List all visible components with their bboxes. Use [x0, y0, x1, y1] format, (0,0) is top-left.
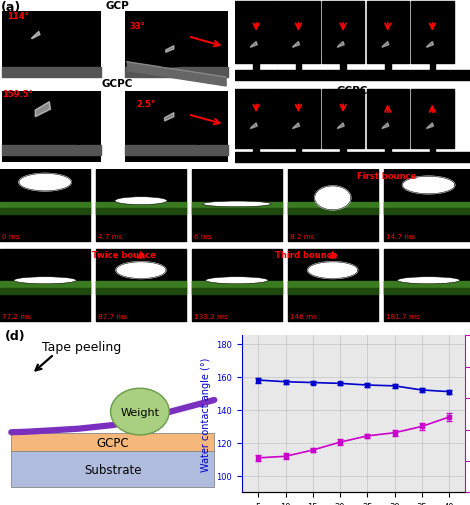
Polygon shape: [373, 38, 403, 60]
FancyBboxPatch shape: [125, 12, 228, 76]
Text: 4.7 ms: 4.7 ms: [98, 234, 123, 240]
Polygon shape: [241, 119, 272, 141]
Text: 14.7 ms: 14.7 ms: [386, 234, 415, 240]
Polygon shape: [11, 95, 78, 145]
Y-axis label: Water contact angle (°): Water contact angle (°): [201, 357, 211, 471]
Polygon shape: [402, 177, 455, 194]
Polygon shape: [328, 119, 359, 141]
Text: 87.7 ms: 87.7 ms: [98, 314, 127, 320]
Polygon shape: [373, 119, 403, 141]
Text: 0 ms: 0 ms: [2, 234, 20, 240]
Polygon shape: [164, 113, 174, 122]
Ellipse shape: [206, 277, 268, 284]
Polygon shape: [241, 38, 272, 60]
Text: 133.2 ms: 133.2 ms: [194, 314, 228, 320]
Polygon shape: [283, 38, 314, 60]
Text: 114°: 114°: [7, 12, 29, 21]
Text: GCPC: GCPC: [96, 436, 129, 449]
FancyBboxPatch shape: [11, 451, 214, 487]
Polygon shape: [328, 38, 359, 60]
Text: Twice bounce: Twice bounce: [92, 250, 156, 260]
Text: GCP: GCP: [341, 1, 364, 11]
Text: Weight: Weight: [120, 407, 159, 417]
Text: Substrate: Substrate: [84, 464, 141, 477]
Text: GCPC: GCPC: [337, 85, 368, 95]
Text: 159.5°: 159.5°: [2, 90, 33, 99]
FancyBboxPatch shape: [2, 12, 101, 76]
Polygon shape: [250, 42, 258, 48]
Polygon shape: [148, 40, 195, 68]
Text: (b): (b): [236, 1, 257, 14]
Text: (d): (d): [5, 329, 25, 342]
Polygon shape: [382, 124, 389, 129]
Text: 6 ms: 6 ms: [194, 234, 212, 240]
Ellipse shape: [203, 201, 271, 208]
Text: Third bounce: Third bounce: [275, 250, 337, 260]
Ellipse shape: [14, 277, 76, 284]
Polygon shape: [32, 32, 40, 40]
Polygon shape: [116, 262, 166, 279]
Text: (c): (c): [2, 170, 22, 183]
Polygon shape: [315, 186, 351, 210]
Text: 146 ms: 146 ms: [290, 314, 317, 320]
Polygon shape: [292, 42, 300, 48]
Polygon shape: [283, 119, 314, 141]
Text: (a): (a): [1, 1, 22, 14]
Polygon shape: [337, 42, 344, 48]
Polygon shape: [19, 174, 71, 191]
Polygon shape: [145, 104, 198, 145]
Polygon shape: [35, 103, 51, 118]
FancyBboxPatch shape: [2, 91, 101, 163]
Polygon shape: [16, 28, 70, 68]
Text: 33°: 33°: [129, 22, 145, 31]
Polygon shape: [417, 119, 447, 141]
Text: GCPC: GCPC: [102, 79, 133, 89]
Polygon shape: [427, 42, 433, 48]
Polygon shape: [250, 124, 258, 129]
Text: First bounce: First bounce: [357, 172, 416, 180]
Text: 181.7 ms: 181.7 ms: [386, 314, 420, 320]
Polygon shape: [308, 262, 358, 279]
Text: Tape peeling: Tape peeling: [41, 341, 121, 353]
Polygon shape: [337, 124, 344, 129]
Text: 2.5°: 2.5°: [136, 99, 156, 109]
Ellipse shape: [398, 277, 460, 284]
Polygon shape: [417, 38, 447, 60]
Ellipse shape: [115, 197, 167, 205]
Polygon shape: [165, 46, 174, 54]
Text: 77.2 ms: 77.2 ms: [2, 314, 31, 320]
Polygon shape: [382, 42, 389, 48]
FancyBboxPatch shape: [125, 91, 228, 163]
Text: GCP: GCP: [106, 1, 129, 11]
Polygon shape: [292, 124, 300, 129]
Polygon shape: [427, 124, 433, 129]
Text: 8.2 ms: 8.2 ms: [290, 234, 314, 240]
Circle shape: [110, 388, 169, 435]
FancyBboxPatch shape: [11, 433, 214, 451]
